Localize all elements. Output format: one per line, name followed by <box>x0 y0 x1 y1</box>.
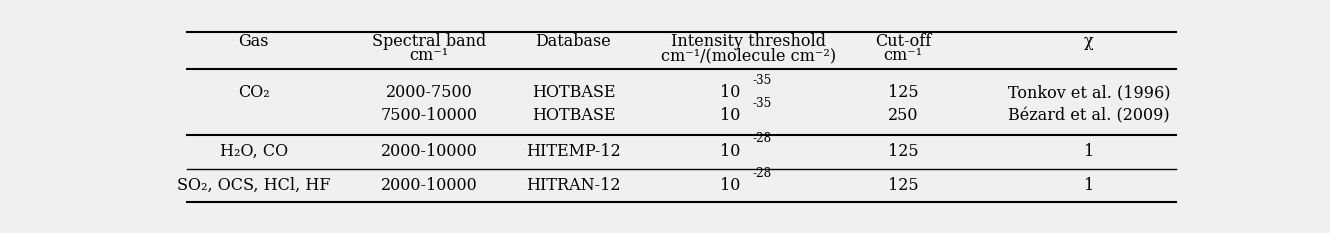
Text: Gas: Gas <box>238 33 269 50</box>
Text: 2000-10000: 2000-10000 <box>380 177 477 194</box>
Text: cm⁻¹: cm⁻¹ <box>883 47 923 64</box>
Text: Tonkov et al. (1996): Tonkov et al. (1996) <box>1008 84 1170 101</box>
Text: cm⁻¹/(molecule cm⁻²): cm⁻¹/(molecule cm⁻²) <box>661 47 837 64</box>
Text: 1: 1 <box>1084 177 1093 194</box>
Text: Database: Database <box>536 33 612 50</box>
Text: 10: 10 <box>720 143 741 160</box>
Text: 1: 1 <box>1084 143 1093 160</box>
Text: HITRAN-12: HITRAN-12 <box>527 177 621 194</box>
Text: HITEMP-12: HITEMP-12 <box>527 143 621 160</box>
Text: cm⁻¹: cm⁻¹ <box>410 47 448 64</box>
Text: χ: χ <box>1084 33 1093 50</box>
Text: 125: 125 <box>888 84 919 101</box>
Text: 10: 10 <box>720 107 741 124</box>
Text: -35: -35 <box>753 97 771 110</box>
Text: HOTBASE: HOTBASE <box>532 107 616 124</box>
Text: HOTBASE: HOTBASE <box>532 84 616 101</box>
Text: 2000-7500: 2000-7500 <box>386 84 472 101</box>
Text: 250: 250 <box>888 107 919 124</box>
Text: -28: -28 <box>753 132 771 145</box>
Text: 125: 125 <box>888 177 919 194</box>
Text: -28: -28 <box>753 167 771 180</box>
Text: Bézard et al. (2009): Bézard et al. (2009) <box>1008 107 1169 124</box>
Text: SO₂, OCS, HCl, HF: SO₂, OCS, HCl, HF <box>177 177 331 194</box>
Text: -35: -35 <box>753 74 771 87</box>
Text: 10: 10 <box>720 177 741 194</box>
Text: H₂O, CO: H₂O, CO <box>219 143 287 160</box>
Text: CO₂: CO₂ <box>238 84 270 101</box>
Text: Spectral band: Spectral band <box>372 33 487 50</box>
Text: Cut-off: Cut-off <box>875 33 931 50</box>
Text: Intensity threshold: Intensity threshold <box>672 33 826 50</box>
Text: 125: 125 <box>888 143 919 160</box>
Text: 2000-10000: 2000-10000 <box>380 143 477 160</box>
Text: 10: 10 <box>720 84 741 101</box>
Text: 7500-10000: 7500-10000 <box>380 107 477 124</box>
